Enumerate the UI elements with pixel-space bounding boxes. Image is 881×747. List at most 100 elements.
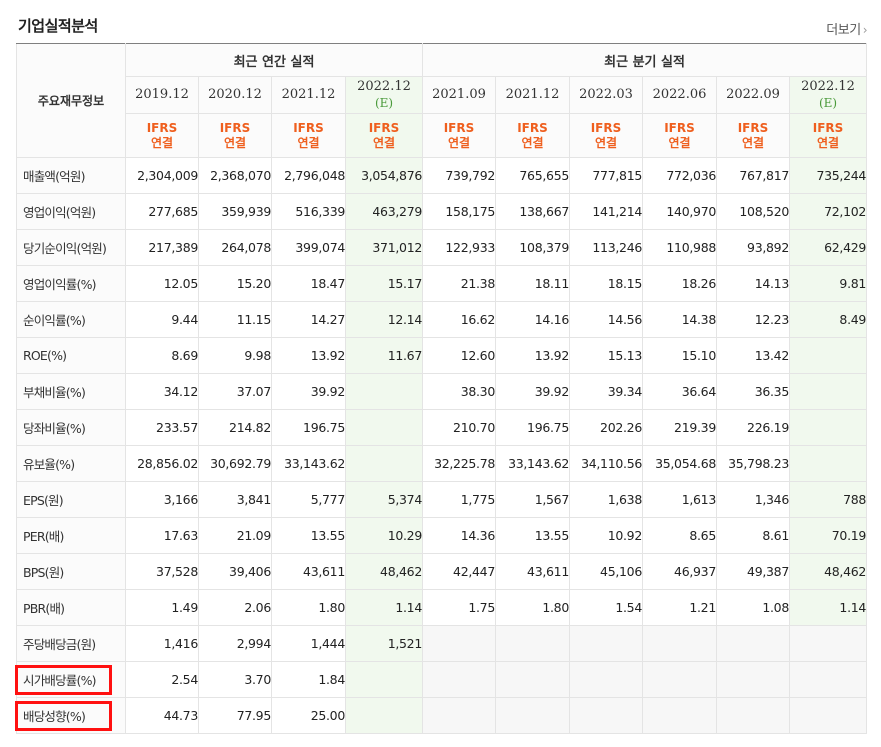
value-cell <box>642 625 717 662</box>
value-cell: 11.15 <box>198 301 272 338</box>
value-cell <box>495 697 570 734</box>
row-label: 배당성향(%) <box>16 697 126 734</box>
consolidated-label: 연결 <box>223 135 247 150</box>
section-title: 기업실적분석 <box>18 17 98 35</box>
value-cell: 39,406 <box>198 553 272 590</box>
value-cell: 15.13 <box>569 337 643 374</box>
value-cell: 48,462 <box>345 553 423 590</box>
table-row: BPS(원) 37,528 39,406 43,611 48,462 42,447 43,6… <box>16 553 868 590</box>
row-header-label: 주요재무정보 <box>16 43 126 158</box>
value-cell: 44.73 <box>125 697 199 734</box>
period-label: 2021.12 <box>281 87 336 102</box>
period-header-row: 2019.12 2020.12 2021.12 2022.12 (E) 2021.09 20… <box>17 76 868 114</box>
ifrs-header: IFRS 연결 <box>569 113 643 158</box>
value-cell: 8.61 <box>716 517 790 554</box>
value-cell: 516,339 <box>271 193 346 230</box>
value-cell: 14.36 <box>422 517 496 554</box>
value-cell: 36.35 <box>716 373 790 410</box>
period-header: 2021.09 <box>422 76 496 114</box>
value-cell <box>345 661 423 698</box>
row-label: 부채비율(%) <box>16 373 126 410</box>
value-cell: 1.14 <box>345 589 423 626</box>
value-cell: 39.92 <box>271 373 346 410</box>
value-cell: 14.27 <box>271 301 346 338</box>
table-row: 부채비율(%) 34.12 37.07 39.92 38.30 39.92 39.34 36.… <box>16 373 868 410</box>
value-cell: 18.47 <box>271 265 346 302</box>
row-label: 주당배당금(원) <box>16 625 126 662</box>
table-row: 순이익률(%) 9.44 11.15 14.27 12.14 16.62 14.16 14.5… <box>16 301 868 338</box>
value-cell <box>345 373 423 410</box>
value-cell: 3.70 <box>198 661 272 698</box>
value-cell: 196.75 <box>271 409 346 446</box>
value-cell: 1,444 <box>271 625 346 662</box>
value-cell <box>788 445 868 482</box>
value-cell: 1.08 <box>716 589 790 626</box>
ifrs-label: IFRS <box>737 120 769 135</box>
ifrs-label: IFRS <box>664 120 695 135</box>
value-cell: 16.62 <box>422 301 496 338</box>
ifrs-label: IFRS <box>219 120 251 135</box>
value-cell: 767,817 <box>716 157 790 194</box>
financial-summary-table: 주요재무정보 최근 연간 실적 최근 분기 실적 2019.12 2020.12 2… <box>16 43 868 734</box>
value-cell <box>642 697 717 734</box>
value-cell: 463,279 <box>345 193 423 230</box>
value-cell: 28,856.02 <box>125 445 199 482</box>
row-label: PBR(배) <box>16 589 126 626</box>
period-label: 2020.12 <box>208 87 262 102</box>
table-row: 주당배당금(원) 1,416 2,994 1,444 1,521 <box>16 625 868 662</box>
value-cell: 2,304,009 <box>125 157 199 194</box>
value-cell: 8.49 <box>788 301 868 338</box>
group-header-quarter: 최근 분기 실적 <box>421 43 868 77</box>
value-cell <box>788 625 868 662</box>
value-cell <box>788 337 868 374</box>
value-cell: 1,638 <box>569 481 643 518</box>
value-cell: 158,175 <box>422 193 496 230</box>
value-cell <box>345 409 423 446</box>
value-cell: 2.54 <box>125 661 199 698</box>
value-cell: 14.38 <box>642 301 717 338</box>
value-cell: 8.65 <box>642 517 717 554</box>
value-cell: 21.09 <box>198 517 272 554</box>
row-label: 매출액(억원) <box>16 157 126 194</box>
period-label: 2022.09 <box>726 87 780 102</box>
value-cell <box>569 661 643 698</box>
ifrs-label: IFRS <box>443 120 475 135</box>
value-cell: 214.82 <box>198 409 272 446</box>
row-label: 영업이익(억원) <box>16 193 126 230</box>
value-cell: 72,102 <box>788 193 868 230</box>
value-cell: 122,933 <box>422 229 496 266</box>
value-cell: 42,447 <box>422 553 496 590</box>
value-cell: 35,054.68 <box>642 445 717 482</box>
period-header: 2021.12 <box>271 76 346 114</box>
value-cell: 1.80 <box>271 589 346 626</box>
consolidated-label: 연결 <box>447 135 471 150</box>
ifrs-header-row: IFRS 연결 IFRS 연결 IFRS 연결 IFRS 연결 IFRS 연결 IFRS 연결 IFRS… <box>17 113 868 158</box>
section-header: 기업실적분석 더보기 › <box>0 0 881 44</box>
table-row: 배당성향(%) 44.73 77.95 25.00 <box>16 697 868 734</box>
value-cell: 14.16 <box>495 301 570 338</box>
ifrs-header: IFRS 연결 <box>642 113 717 158</box>
value-cell: 264,078 <box>198 229 272 266</box>
ifrs-label: IFRS <box>293 120 324 135</box>
group-header-annual: 최근 연간 실적 <box>125 43 423 77</box>
ifrs-header: IFRS 연결 <box>125 113 199 158</box>
table-row: 당기순이익(억원) 217,389 264,078 399,074 371,012 122… <box>16 229 868 266</box>
value-cell: 141,214 <box>569 193 643 230</box>
value-cell: 1,346 <box>716 481 790 518</box>
period-label: 2021.12 <box>505 87 560 102</box>
table-row: 영업이익률(%) 12.05 15.20 18.47 15.17 21.38 18.11 18… <box>16 265 868 302</box>
consolidated-label: 연결 <box>594 135 618 150</box>
more-link[interactable]: 더보기 › <box>826 19 867 38</box>
consolidated-label: 연결 <box>741 135 765 150</box>
ifrs-label: IFRS <box>812 120 844 135</box>
ifrs-header: IFRS 연결 <box>495 113 570 158</box>
value-cell: 12.14 <box>345 301 423 338</box>
value-cell: 13.55 <box>271 517 346 554</box>
value-cell: 138,667 <box>495 193 570 230</box>
value-cell: 1,521 <box>345 625 423 662</box>
value-cell: 1.21 <box>642 589 717 626</box>
consolidated-label: 연결 <box>521 135 544 150</box>
value-cell <box>422 625 496 662</box>
value-cell: 34,110.56 <box>569 445 643 482</box>
value-cell: 1.80 <box>495 589 570 626</box>
